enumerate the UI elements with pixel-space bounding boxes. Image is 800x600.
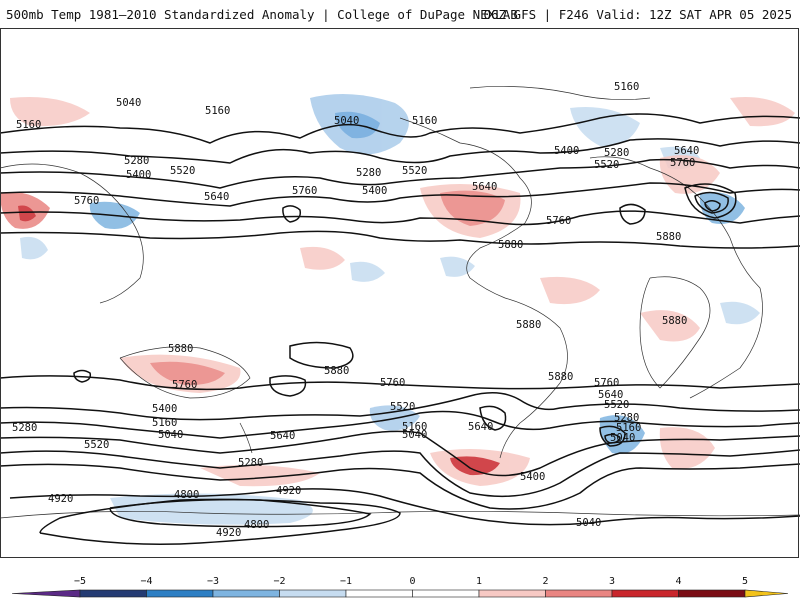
colorbar-tick-label: −1 <box>340 576 352 587</box>
contour-label: 4920 <box>276 485 301 497</box>
contour-label: 5400 <box>554 145 579 157</box>
contour-labels: 5040 5160 5160 5280 5400 5520 5640 5760 … <box>12 81 699 539</box>
colorbar-swatch <box>412 589 480 598</box>
contour-label: 5760 <box>670 157 695 169</box>
contour-label: 5760 <box>594 377 619 389</box>
colorbar-tick-label: −2 <box>273 576 285 587</box>
contour-label: 5520 <box>170 165 195 177</box>
contour-label: 5280 <box>12 422 37 434</box>
contour-label: 4920 <box>216 527 241 539</box>
contour-label: 5520 <box>84 439 109 451</box>
contour-label: 5880 <box>324 365 349 377</box>
contour-label: 5520 <box>604 399 629 411</box>
contour-label: 5400 <box>362 185 387 197</box>
colorbar-swatch <box>279 589 347 598</box>
colorbar-tick-label: −3 <box>207 576 219 587</box>
colorbar-ticks: −5 −4 −3 −2 −1 0 1 2 3 4 5 <box>74 576 748 587</box>
contour-label: 4920 <box>48 493 73 505</box>
contour-label: 5160 <box>16 119 41 131</box>
contour-label: 5400 <box>152 403 177 415</box>
contour-label: 5400 <box>126 169 151 181</box>
positive-anomaly-shading <box>0 97 795 487</box>
contour-label: 4800 <box>244 519 269 531</box>
colorbar-tick-label: 5 <box>742 576 748 587</box>
contour-label: 5280 <box>356 167 381 179</box>
contour-label: 5040 <box>576 517 601 529</box>
contour-label: 5040 <box>158 429 183 441</box>
contour-label: 5160 <box>614 81 639 93</box>
contour-label: 5040 <box>402 429 427 441</box>
colorbar-max-extend <box>744 589 789 598</box>
contour-label: 5400 <box>520 471 545 483</box>
colorbar-tick-label: 3 <box>609 576 615 587</box>
contour-label: 5880 <box>548 371 573 383</box>
contour-label: 5640 <box>468 421 493 433</box>
contour-label: 5160 <box>402 421 427 433</box>
contour-label: 5640 <box>598 389 623 401</box>
contour-label: 5160 <box>152 417 177 429</box>
contour-label: 5040 <box>334 115 359 127</box>
anomaly-map: 5040 5160 5160 5280 5400 5520 5640 5760 … <box>0 28 800 558</box>
header-bar: 500mb Temp 1981–2010 Standardized Anomal… <box>0 0 800 28</box>
contour-label: 5160 <box>205 105 230 117</box>
contour-label: 5160 <box>412 115 437 127</box>
contour-label: 5640 <box>674 145 699 157</box>
contour-label: 5160 <box>616 422 641 434</box>
contour-label: 4800 <box>174 489 199 501</box>
contour-label: 5760 <box>380 377 405 389</box>
colorbar-tick-label: −4 <box>140 576 152 587</box>
colorbar-tick-label: 0 <box>409 576 415 587</box>
contour-label: 5760 <box>292 185 317 197</box>
colorbar-swatch <box>212 589 280 598</box>
map-title: 500mb Temp 1981–2010 Standardized Anomal… <box>6 7 518 22</box>
contour-label: 5640 <box>204 191 229 203</box>
contour-label: 5280 <box>124 155 149 167</box>
colorbar: −5 −4 −3 −2 −1 0 1 2 3 4 5 <box>0 560 800 600</box>
colorbar-tick-label: 4 <box>675 576 681 587</box>
colorbar-tick-label: 2 <box>542 576 548 587</box>
colorbar-svg: −5 −4 −3 −2 −1 0 1 2 3 4 5 <box>11 576 789 598</box>
height-contours <box>0 113 800 545</box>
contour-label: 5880 <box>516 319 541 331</box>
colorbar-tick-label: 1 <box>476 576 482 587</box>
contour-label: 5760 <box>74 195 99 207</box>
contour-label: 5880 <box>662 315 687 327</box>
contour-label: 5040 <box>116 97 141 109</box>
colorbar-swatch <box>545 589 613 598</box>
contour-label: 5880 <box>498 239 523 251</box>
contour-label: 5640 <box>270 430 295 442</box>
contour-label: 5280 <box>238 457 263 469</box>
colorbar-min-extend <box>11 589 81 598</box>
contour-label: 5040 <box>610 432 635 444</box>
colorbar-swatch <box>146 589 214 598</box>
colorbar-swatch <box>678 589 746 598</box>
map-svg: 5040 5160 5160 5280 5400 5520 5640 5760 … <box>0 81 800 545</box>
colorbar-tick-label: −5 <box>74 576 86 587</box>
model-run-info: 06Z GFS | F246 Valid: 12Z SAT APR 05 202… <box>483 7 792 22</box>
colorbar-swatch <box>478 589 546 598</box>
colorbar-swatch <box>79 589 147 598</box>
contour-label: 5520 <box>402 165 427 177</box>
colorbar-swatches <box>11 589 789 598</box>
colorbar-swatch <box>611 589 679 598</box>
contour-label: 5760 <box>546 215 571 227</box>
contour-label: 5520 <box>390 401 415 413</box>
contour-label: 5280 <box>614 412 639 424</box>
coastlines <box>0 85 800 519</box>
contour-label: 5880 <box>656 231 681 243</box>
contour-label: 5280 <box>604 147 629 159</box>
contour-label: 5760 <box>172 379 197 391</box>
colorbar-swatch <box>345 589 413 598</box>
contour-label: 5520 <box>594 159 619 171</box>
contour-label: 5640 <box>472 181 497 193</box>
contour-label: 5880 <box>168 343 193 355</box>
